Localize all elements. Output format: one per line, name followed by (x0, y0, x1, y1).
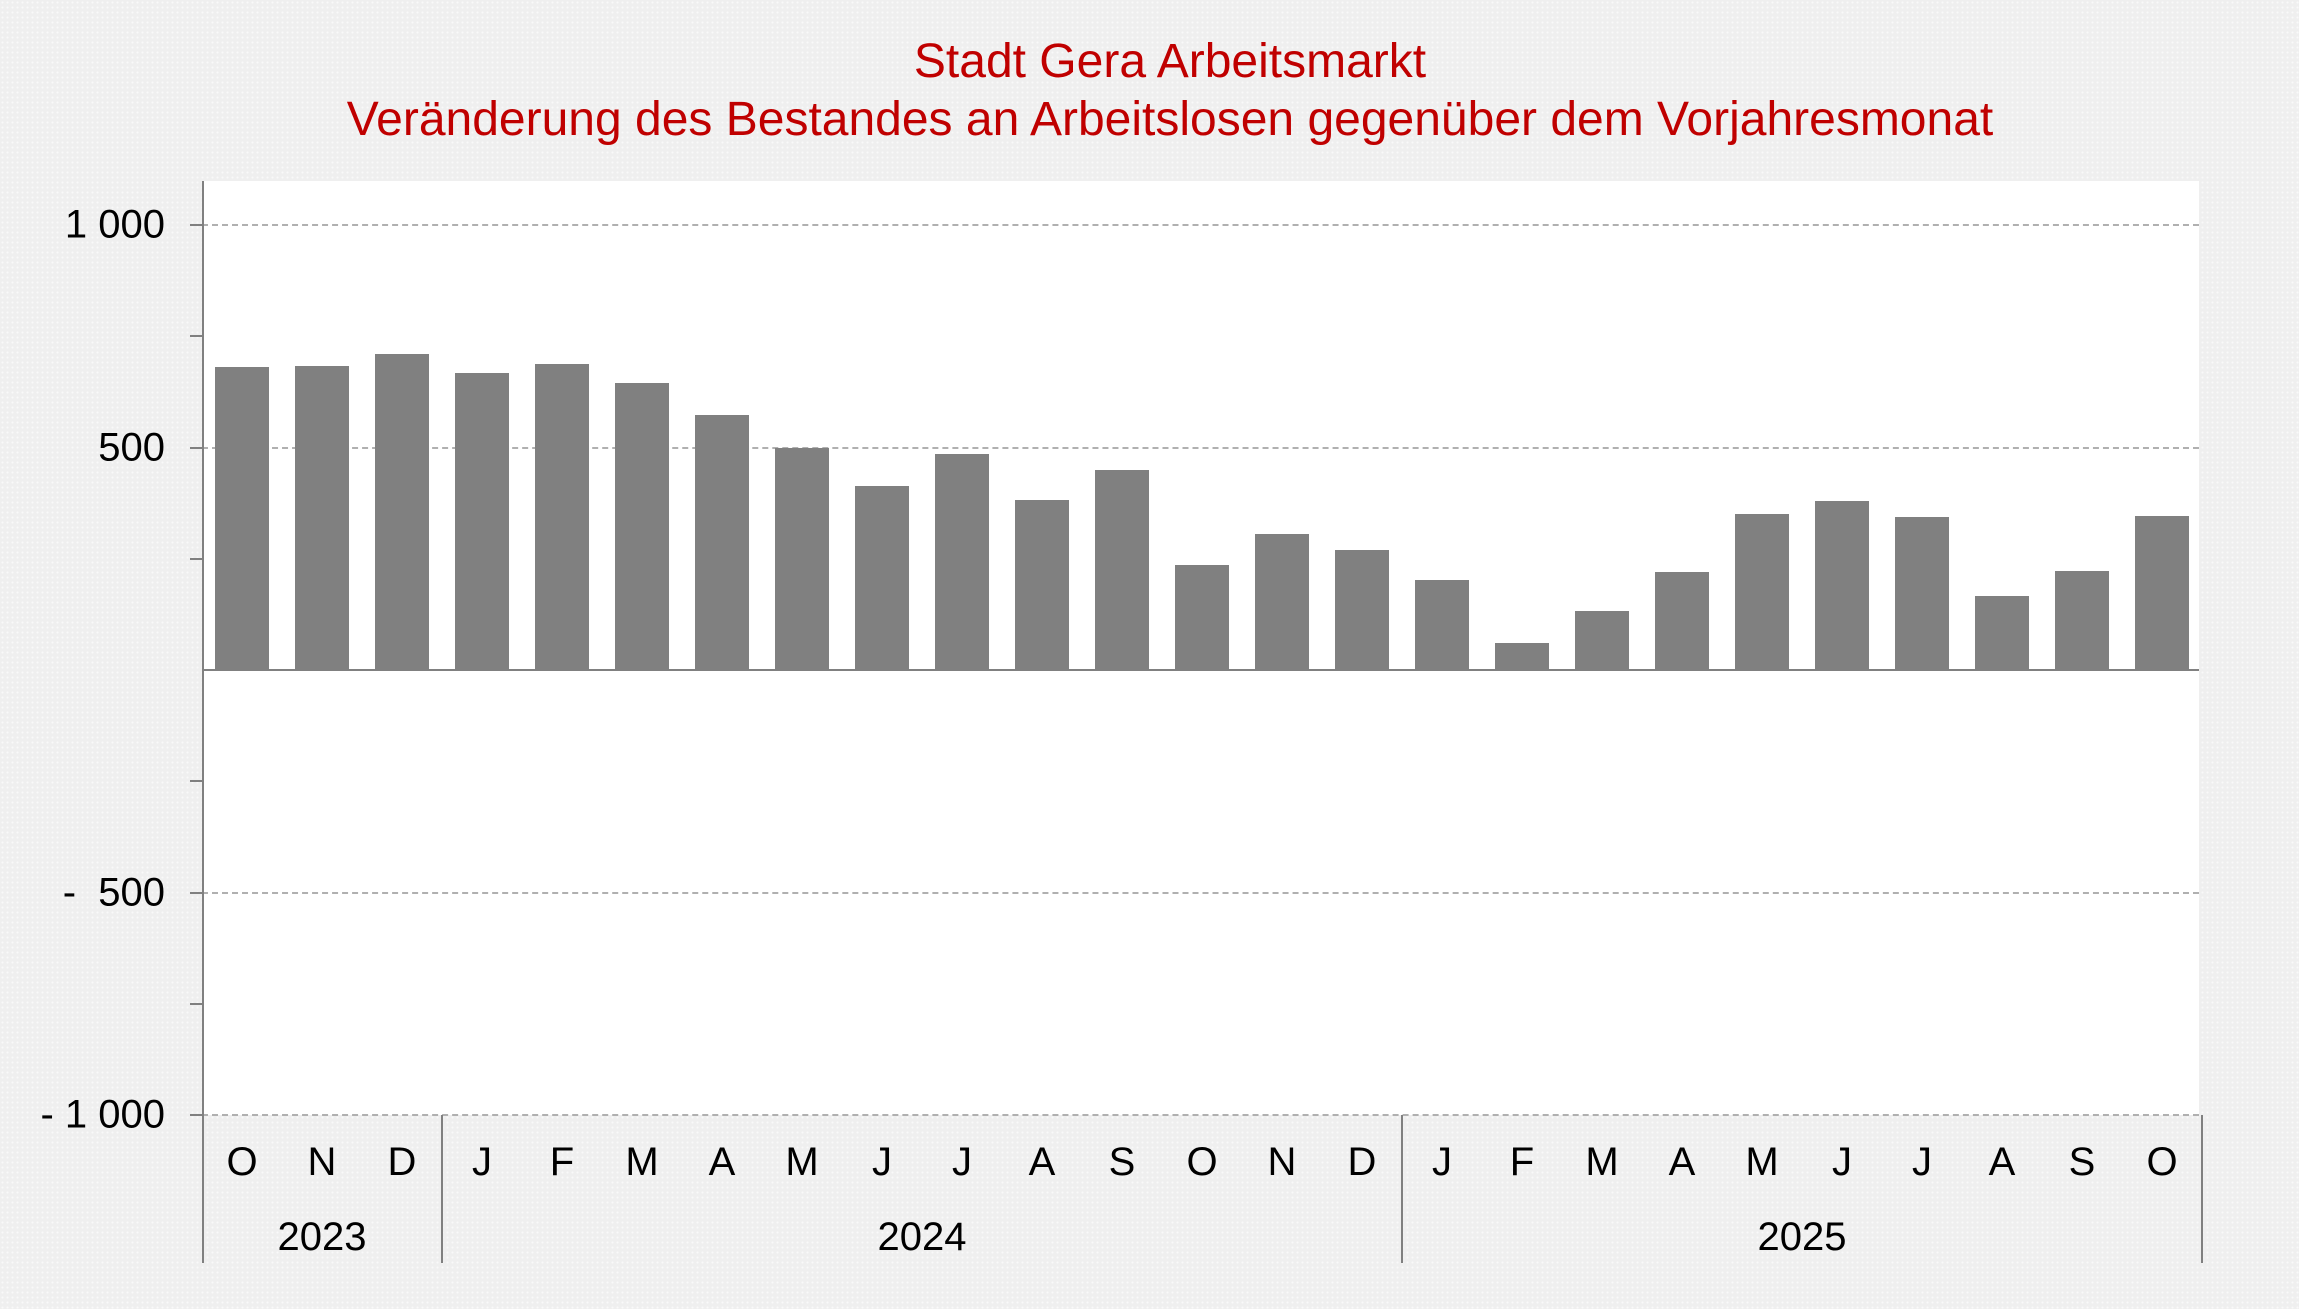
y-axis-line (202, 181, 204, 1263)
month-label: F (549, 1140, 575, 1184)
bar (1255, 534, 1309, 670)
month-label: S (1108, 1140, 1136, 1184)
year-label: 2024 (877, 1215, 967, 1259)
bar (1495, 643, 1549, 670)
bar (1975, 596, 2029, 670)
month-label: O (2146, 1140, 2178, 1184)
bar (695, 415, 749, 670)
gridline (202, 1114, 2199, 1116)
bar (2135, 516, 2189, 670)
bar (1655, 572, 1709, 670)
y-tick-mark (190, 1114, 202, 1116)
month-label: D (387, 1140, 417, 1184)
month-label: J (1832, 1140, 1852, 1184)
chart-title: Stadt Gera Arbeitsmarkt (913, 35, 1427, 88)
month-label: M (785, 1140, 819, 1184)
year-label: 2025 (1757, 1215, 1847, 1259)
month-label: D (1347, 1140, 1377, 1184)
gridline (202, 446, 2199, 449)
bar (1415, 580, 1469, 670)
y-tick-label: - 1 000 (40, 1092, 165, 1137)
bar (2055, 571, 2109, 670)
y-tick-label: 500 (98, 425, 165, 469)
bar (455, 373, 509, 670)
y-tick-mark (190, 335, 202, 338)
month-label: A (1668, 1140, 1696, 1184)
month-label: J (472, 1140, 492, 1184)
month-label: A (1028, 1140, 1056, 1184)
bar (1015, 500, 1069, 670)
bar (295, 366, 349, 670)
month-label: A (1988, 1140, 2016, 1184)
bar (935, 454, 989, 670)
month-label: M (1585, 1140, 1619, 1184)
year-label: 2023 (277, 1215, 367, 1259)
chart-subtitle: Veränderung des Bestandes an Arbeitslose… (346, 93, 1994, 146)
month-label: J (1912, 1140, 1932, 1184)
year-separator (441, 1115, 443, 1263)
y-tick-mark (190, 1002, 202, 1005)
month-label: M (1745, 1140, 1779, 1184)
month-label: M (625, 1140, 659, 1184)
y-tick-mark (190, 224, 202, 226)
bar (215, 367, 269, 670)
bar (535, 364, 589, 670)
month-label: N (1267, 1140, 1297, 1184)
year-separator (1401, 1115, 1403, 1263)
month-label: J (952, 1140, 972, 1184)
month-label: A (708, 1140, 736, 1184)
month-label: O (226, 1140, 258, 1184)
bar (1175, 565, 1229, 670)
bar (1895, 517, 1949, 670)
y-tick-mark (190, 780, 202, 783)
bar (1335, 550, 1389, 670)
y-tick-mark (190, 446, 202, 449)
y-tick-mark (190, 891, 202, 894)
year-separator (2201, 1115, 2203, 1263)
month-label: S (2068, 1140, 2096, 1184)
zero-baseline (202, 669, 2199, 671)
bar (855, 486, 909, 670)
bar (1575, 611, 1629, 670)
month-label: J (872, 1140, 892, 1184)
month-label: O (1186, 1140, 1218, 1184)
bar (375, 354, 429, 670)
month-label: N (307, 1140, 337, 1184)
month-label: J (1432, 1140, 1452, 1184)
y-tick-label: - 500 (62, 870, 165, 914)
bar (775, 447, 829, 670)
bar (1815, 500, 1869, 670)
month-label: F (1509, 1140, 1535, 1184)
bar (1095, 470, 1149, 670)
y-tick-mark (190, 557, 202, 560)
y-tick-label: 1 000 (64, 202, 165, 247)
bar (615, 383, 669, 670)
bar (1735, 514, 1789, 670)
gridline (202, 891, 2199, 894)
gridline (202, 224, 2199, 226)
